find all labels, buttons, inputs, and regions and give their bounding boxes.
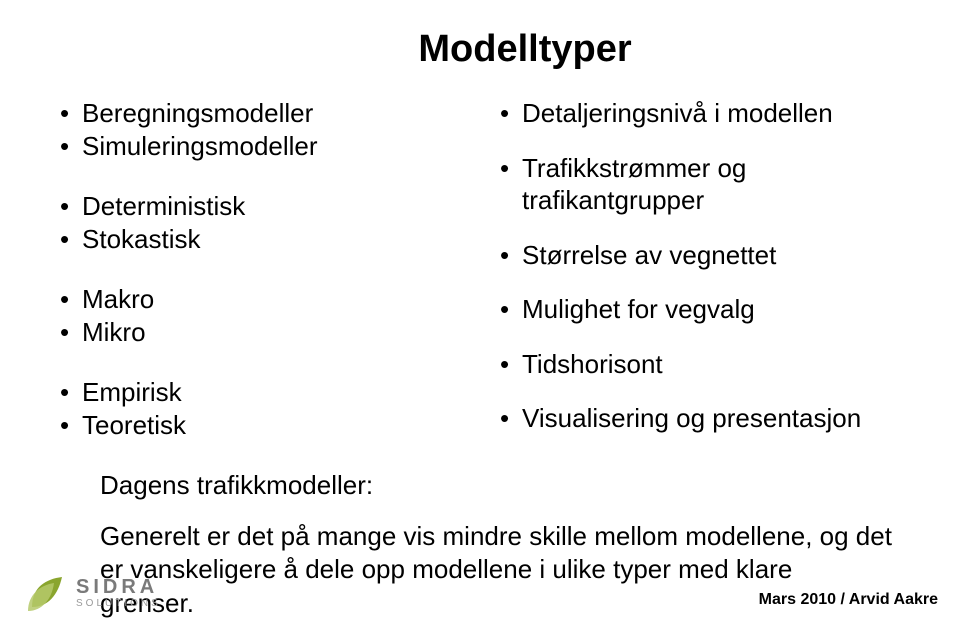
bullet-text: Mikro (82, 316, 460, 349)
bullet-text: Stokastisk (82, 223, 460, 256)
right-item-4: • Mulighet for vegvalg (500, 293, 900, 326)
bullet-text: Tidshorisont (522, 348, 900, 381)
left-label-below: Dagens trafikkmodeller: (100, 469, 460, 502)
list-item: • Deterministisk (60, 190, 460, 223)
content-columns: • Beregningsmodeller • Simuleringsmodell… (60, 97, 900, 502)
list-item: • Teoretisk (60, 409, 460, 442)
list-item: • Visualisering og presentasjon (500, 402, 900, 435)
bullet-icon: • (500, 348, 522, 381)
logo-text-wrap: SIDRA SOLUTIONS (76, 577, 161, 609)
logo-sub-text: SOLUTIONS (76, 598, 161, 609)
slide: Modelltyper • Beregningsmodeller • Simul… (0, 0, 960, 623)
bullet-icon: • (60, 316, 82, 349)
logo: SIDRA SOLUTIONS (22, 573, 161, 613)
footer-text: Mars 2010 / Arvid Aakre (759, 591, 938, 609)
left-group-4: • Empirisk • Teoretisk (60, 376, 460, 441)
bullet-text: Teoretisk (82, 409, 460, 442)
logo-main-text: SIDRA (76, 577, 161, 597)
bullet-icon: • (500, 97, 522, 130)
label-text: Dagens trafikkmodeller: (100, 469, 460, 502)
bullet-icon: • (500, 239, 522, 272)
left-column: • Beregningsmodeller • Simuleringsmodell… (60, 97, 460, 502)
bullet-text: Trafikkstrømmer og trafikantgrupper (522, 152, 900, 217)
bullet-text: Beregningsmodeller (82, 97, 460, 130)
bullet-icon: • (60, 190, 82, 223)
list-item: • Stokastisk (60, 223, 460, 256)
bullet-icon: • (60, 283, 82, 316)
list-item: • Størrelse av vegnettet (500, 239, 900, 272)
bullet-icon: • (500, 152, 522, 185)
bullet-icon: • (60, 130, 82, 163)
list-item: • Simuleringsmodeller (60, 130, 460, 163)
slide-title: Modelltyper (150, 28, 900, 71)
right-item-3: • Størrelse av vegnettet (500, 239, 900, 272)
right-item-1: • Detaljeringsnivå i modellen (500, 97, 900, 130)
bullet-text: Mulighet for vegvalg (522, 293, 900, 326)
logo-leaf-icon (22, 573, 66, 613)
left-group-1: • Beregningsmodeller • Simuleringsmodell… (60, 97, 460, 162)
bullet-text: Deterministisk (82, 190, 460, 223)
bullet-text: Størrelse av vegnettet (522, 239, 900, 272)
bullet-icon: • (60, 409, 82, 442)
right-item-5: • Tidshorisont (500, 348, 900, 381)
right-item-2: • Trafikkstrømmer og trafikantgrupper (500, 152, 900, 217)
list-item: • Trafikkstrømmer og trafikantgrupper (500, 152, 900, 217)
bullet-text: Makro (82, 283, 460, 316)
bullet-text: Simuleringsmodeller (82, 130, 460, 163)
list-item: • Beregningsmodeller (60, 97, 460, 130)
list-item: • Makro (60, 283, 460, 316)
bullet-icon: • (500, 293, 522, 326)
bullet-icon: • (500, 402, 522, 435)
left-group-3: • Makro • Mikro (60, 283, 460, 348)
bullet-text: Visualisering og presentasjon (522, 402, 900, 435)
left-group-2: • Deterministisk • Stokastisk (60, 190, 460, 255)
list-item: • Mikro (60, 316, 460, 349)
list-item: • Empirisk (60, 376, 460, 409)
list-item: • Mulighet for vegvalg (500, 293, 900, 326)
list-item: • Tidshorisont (500, 348, 900, 381)
bullet-icon: • (60, 97, 82, 130)
bullet-text: Empirisk (82, 376, 460, 409)
bullet-text: Detaljeringsnivå i modellen (522, 97, 900, 130)
right-column: • Detaljeringsnivå i modellen • Trafikks… (500, 97, 900, 502)
bullet-icon: • (60, 376, 82, 409)
list-item: • Detaljeringsnivå i modellen (500, 97, 900, 130)
right-item-6: • Visualisering og presentasjon (500, 402, 900, 435)
bullet-icon: • (60, 223, 82, 256)
